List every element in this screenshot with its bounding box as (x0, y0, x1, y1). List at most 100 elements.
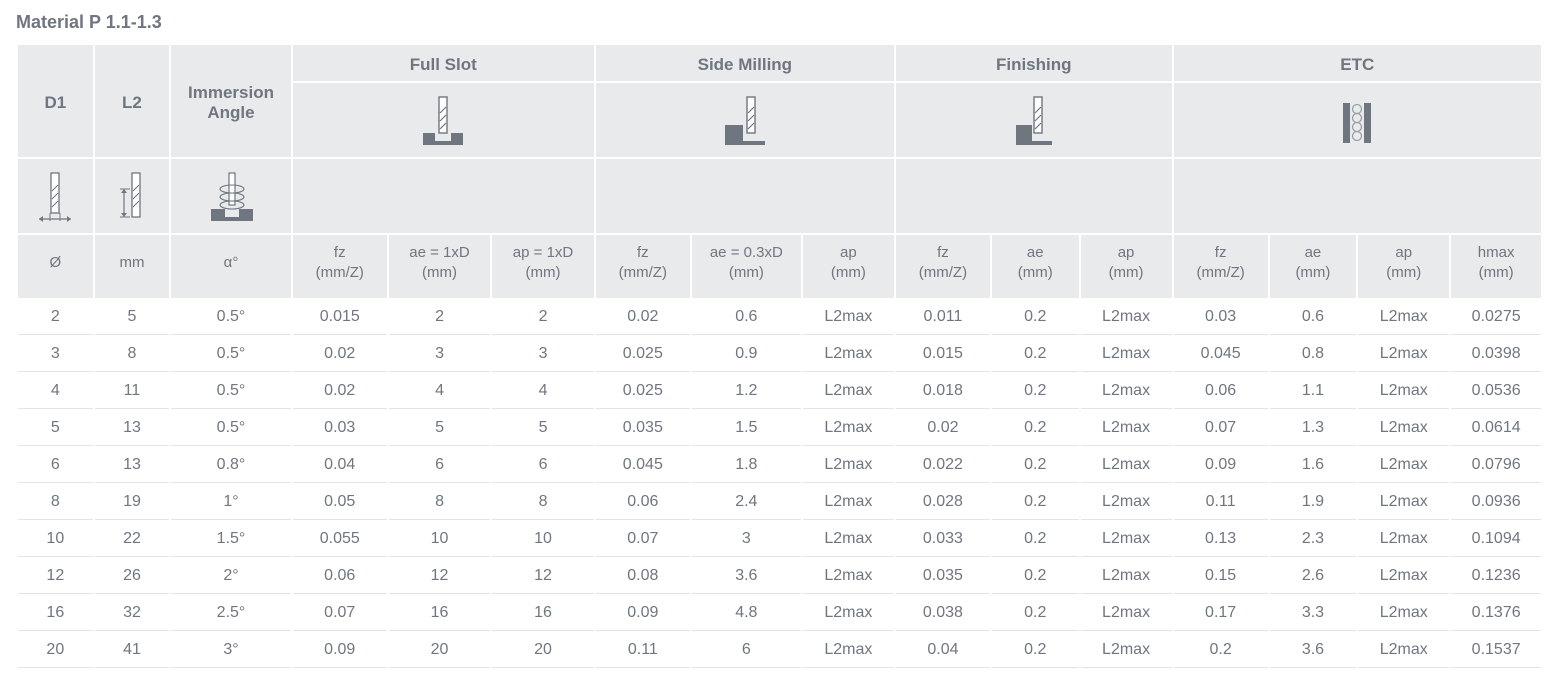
table-cell: 8 (492, 485, 594, 520)
unit-col: ap(mm) (831, 244, 866, 281)
table-cell: 0.2 (992, 374, 1079, 409)
d1-icon (18, 163, 93, 225)
unit-col: fz(mm/Z) (1196, 244, 1244, 281)
table-cell: 0.02 (896, 411, 990, 446)
unit-col: ap(mm) (1386, 244, 1421, 281)
table-cell: 0.0536 (1451, 374, 1541, 409)
etc-icon (1174, 87, 1541, 149)
table-cell: 8 (389, 485, 491, 520)
table-cell: 8 (18, 485, 93, 520)
table-cell: 22 (95, 522, 170, 557)
table-cell: 5 (492, 411, 594, 446)
full-slot-icon (293, 87, 594, 149)
table-cell: 0.2 (1174, 633, 1268, 668)
group-etc: ETC (1340, 55, 1374, 74)
table-cell: 0.09 (293, 633, 387, 668)
table-cell: 0.2 (992, 448, 1079, 483)
table-cell: 2.3 (1270, 522, 1357, 557)
table-cell: 0.07 (596, 522, 690, 557)
table-cell: 0.2 (992, 300, 1079, 335)
table-cell: 26 (95, 559, 170, 594)
table-cell: 0.6 (1270, 300, 1357, 335)
table-row: 6130.8°0.04660.0451.8L2max0.0220.2L2max0… (18, 448, 1541, 483)
table-cell: 0.04 (896, 633, 990, 668)
finishing-icon (896, 87, 1172, 149)
table-row: 8191°0.05880.062.4L2max0.0280.2L2max0.11… (18, 485, 1541, 520)
table-cell: L2max (803, 596, 894, 631)
table-cell: 10 (389, 522, 491, 557)
table-cell: 1.3 (1270, 411, 1357, 446)
unit-l2: mm (119, 254, 144, 271)
table-cell: 0.09 (596, 596, 690, 631)
table-cell: 0.025 (596, 374, 690, 409)
table-cell: 5 (389, 411, 491, 446)
unit-col: hmax(mm) (1478, 244, 1515, 281)
table-cell: 2 (18, 300, 93, 335)
unit-col: ae = 1xD(mm) (409, 244, 469, 281)
table-cell: L2max (1358, 300, 1449, 335)
table-cell: 20 (18, 633, 93, 668)
table-cell: 0.2 (992, 633, 1079, 668)
header-d1l2-icon-row (18, 159, 1541, 233)
table-cell: 20 (389, 633, 491, 668)
table-cell: 0.5° (171, 411, 290, 446)
table-row: 380.5°0.02330.0250.9L2max0.0150.2L2max0.… (18, 337, 1541, 372)
table-cell: 0.015 (293, 300, 387, 335)
table-cell: 2.4 (692, 485, 801, 520)
table-cell: 0.022 (896, 448, 990, 483)
group-finishing: Finishing (996, 55, 1072, 74)
table-cell: 0.04 (293, 448, 387, 483)
table-cell: 3 (692, 522, 801, 557)
table-cell: L2max (1358, 485, 1449, 520)
table-cell: L2max (1358, 374, 1449, 409)
table-cell: 10 (492, 522, 594, 557)
table-cell: L2max (1081, 559, 1172, 594)
table-cell: 1.1 (1270, 374, 1357, 409)
table-cell: 13 (95, 411, 170, 446)
table-cell: 0.8° (171, 448, 290, 483)
table-cell: L2max (1081, 633, 1172, 668)
table-cell: 0.035 (596, 411, 690, 446)
table-cell: 6 (692, 633, 801, 668)
table-cell: 2.6 (1270, 559, 1357, 594)
table-cell: 0.0275 (1451, 300, 1541, 335)
table-cell: 0.17 (1174, 596, 1268, 631)
table-cell: 2 (492, 300, 594, 335)
table-row: 16322.5°0.0716160.094.8L2max0.0380.2L2ma… (18, 596, 1541, 631)
table-cell: 0.011 (896, 300, 990, 335)
table-cell: 0.025 (596, 337, 690, 372)
header-unit-row: Ø mm α° fz(mm/Z) ae = 1xD(mm) ap = 1xD(m… (18, 235, 1541, 298)
unit-col: fz(mm/Z) (919, 244, 967, 281)
table-cell: 3.3 (1270, 596, 1357, 631)
table-cell: 3 (389, 337, 491, 372)
table-cell: L2max (1358, 633, 1449, 668)
table-cell: L2max (1358, 337, 1449, 372)
immersion-angle-icon (171, 163, 290, 225)
side-milling-icon (596, 87, 894, 149)
table-cell: 0.09 (1174, 448, 1268, 483)
table-cell: 1.2 (692, 374, 801, 409)
table-cell: 0.033 (896, 522, 990, 557)
table-cell: L2max (1081, 374, 1172, 409)
table-cell: L2max (803, 485, 894, 520)
table-cell: 5 (95, 300, 170, 335)
table-cell: 0.03 (1174, 300, 1268, 335)
table-cell: 0.018 (896, 374, 990, 409)
table-cell: 5 (18, 411, 93, 446)
header-group-row: D1 L2 Immersion Angle Full Slot Side Mil… (18, 45, 1541, 81)
table-cell: L2max (803, 411, 894, 446)
table-cell: 0.2 (992, 596, 1079, 631)
table-cell: 0.015 (896, 337, 990, 372)
table-cell: 11 (95, 374, 170, 409)
table-body: 250.5°0.015220.020.6L2max0.0110.2L2max0.… (18, 300, 1541, 668)
unit-col: fz(mm/Z) (316, 244, 364, 281)
table-cell: L2max (1081, 485, 1172, 520)
table-cell: 3 (492, 337, 594, 372)
unit-immersion: α° (224, 254, 239, 271)
table-cell: 0.06 (293, 559, 387, 594)
l2-icon (95, 163, 170, 225)
table-cell: 4 (492, 374, 594, 409)
table-cell: 0.07 (293, 596, 387, 631)
table-cell: 0.03 (293, 411, 387, 446)
table-cell: 0.07 (1174, 411, 1268, 446)
